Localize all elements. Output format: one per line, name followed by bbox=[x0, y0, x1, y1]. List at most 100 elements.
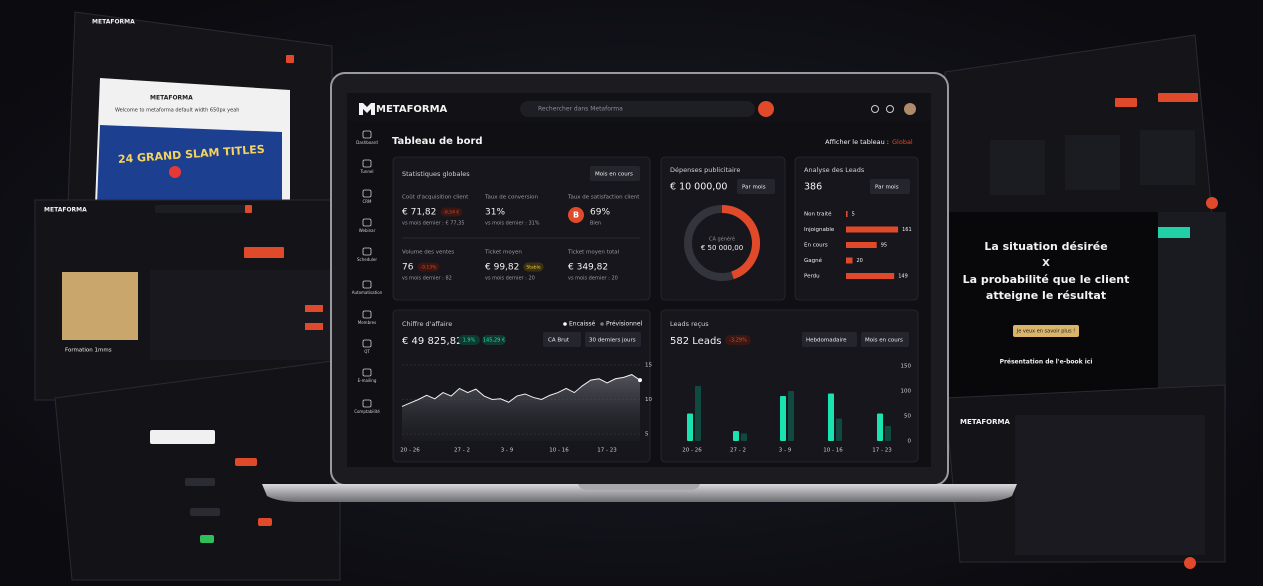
revenue-value: € 49 825,82 bbox=[402, 336, 462, 347]
nav-label[interactable]: Dashboard bbox=[356, 140, 378, 145]
dropdown[interactable] bbox=[585, 332, 641, 347]
badge bbox=[440, 207, 463, 217]
lead-status: Injoignable bbox=[804, 227, 835, 233]
builder-tab[interactable] bbox=[1158, 227, 1190, 238]
stat-compare: vs mois dernier : 20 bbox=[485, 276, 535, 282]
card-title: Analyse des Leads bbox=[804, 166, 865, 174]
legend-label[interactable]: Encaissé bbox=[569, 321, 595, 328]
lead-count: 149 bbox=[898, 274, 908, 280]
add-button[interactable] bbox=[286, 55, 294, 63]
nav-icon[interactable] bbox=[362, 218, 372, 227]
button[interactable] bbox=[305, 305, 323, 312]
dropdown[interactable] bbox=[737, 179, 775, 194]
button[interactable] bbox=[1115, 98, 1137, 107]
language-icon[interactable] bbox=[886, 105, 894, 113]
nav-icon[interactable] bbox=[362, 247, 372, 256]
nav-label[interactable]: Automatisation bbox=[352, 290, 383, 295]
x-tick-label: 27 - 2 bbox=[730, 448, 746, 454]
view-value[interactable]: Global bbox=[892, 138, 913, 146]
dropdown-label[interactable]: 30 derniers jours bbox=[589, 338, 636, 344]
nav-icon[interactable] bbox=[362, 368, 372, 377]
cta-button[interactable] bbox=[1013, 325, 1079, 337]
nav-label[interactable]: Scheduler bbox=[357, 257, 377, 262]
lead-bar bbox=[846, 273, 895, 279]
card bbox=[392, 156, 651, 301]
dropdown-label[interactable]: Hebdomadaire bbox=[806, 338, 847, 344]
nav-label[interactable]: QT bbox=[364, 349, 370, 354]
x-tick-label: 20 - 26 bbox=[682, 448, 702, 454]
dropdown[interactable] bbox=[543, 332, 581, 347]
lead-bar bbox=[741, 433, 747, 441]
nav-icon[interactable] bbox=[362, 310, 372, 319]
lead-bar bbox=[846, 242, 877, 248]
badge-label: -6,54 € bbox=[443, 210, 459, 216]
avatar[interactable] bbox=[904, 103, 916, 115]
y-tick-label: 5 bbox=[645, 432, 649, 438]
nav-icon[interactable] bbox=[362, 339, 372, 348]
x-tick-label: 27 - 2 bbox=[454, 448, 470, 454]
nav-label[interactable]: Membres bbox=[358, 320, 376, 325]
button[interactable] bbox=[1158, 93, 1198, 102]
lead-bar bbox=[877, 413, 883, 441]
lead-bar bbox=[780, 396, 786, 441]
lead-count: 5 bbox=[852, 212, 855, 218]
dropdown-label[interactable]: Mois en cours bbox=[595, 172, 633, 178]
dropdown-label[interactable]: Par mois bbox=[742, 185, 766, 191]
chat-button[interactable] bbox=[1206, 197, 1218, 209]
nav-label[interactable]: Comptabilité bbox=[354, 409, 380, 414]
lead-bar bbox=[687, 413, 693, 441]
dropdown-label[interactable]: CA Brut bbox=[548, 338, 570, 344]
notification-icon[interactable] bbox=[871, 105, 879, 113]
chat-button[interactable] bbox=[1184, 557, 1196, 569]
laptop-notch bbox=[578, 484, 700, 490]
stat-value: 69% bbox=[590, 208, 610, 218]
nav-icon[interactable] bbox=[362, 189, 372, 198]
stat-label: Taux de conversion bbox=[484, 195, 538, 201]
button[interactable] bbox=[244, 247, 284, 258]
play-button[interactable] bbox=[169, 166, 181, 178]
nav-icon[interactable] bbox=[362, 159, 372, 168]
funnel-headline: La situation désirée bbox=[984, 240, 1107, 253]
doc-brand: METAFORMA bbox=[150, 95, 193, 102]
nav-label[interactable]: Webinar bbox=[359, 228, 376, 233]
nav-icon[interactable] bbox=[362, 280, 372, 289]
button[interactable] bbox=[305, 323, 323, 330]
badge bbox=[482, 335, 506, 345]
brand: METAFORMA bbox=[44, 207, 87, 214]
search-placeholder[interactable]: Rechercher dans Metaforma bbox=[538, 106, 623, 113]
nav-icon[interactable] bbox=[362, 399, 372, 408]
stat-value: € 71,82 bbox=[402, 208, 436, 218]
add-button[interactable] bbox=[245, 205, 252, 213]
badge-label: 1.9% bbox=[463, 338, 476, 344]
nav-label[interactable]: CRM bbox=[362, 199, 372, 204]
y-tick-label: 150 bbox=[901, 364, 912, 370]
search-box[interactable] bbox=[520, 101, 755, 117]
nav-label[interactable]: Tunnel bbox=[359, 169, 373, 174]
dropdown[interactable] bbox=[870, 179, 910, 194]
dropdown[interactable] bbox=[861, 332, 909, 347]
y-tick-label: 15 bbox=[645, 362, 652, 368]
search[interactable] bbox=[155, 205, 250, 213]
flow-node bbox=[185, 478, 215, 486]
legend-label[interactable]: Prévisionnel bbox=[606, 321, 643, 328]
brand: METAFORMA bbox=[92, 19, 135, 26]
cta-label[interactable]: Je veux en savoir plus ! bbox=[1016, 329, 1075, 335]
dropdown[interactable] bbox=[590, 166, 640, 181]
dropdown[interactable] bbox=[802, 332, 857, 347]
stat-label: Volume des ventes bbox=[402, 250, 454, 256]
nav-label[interactable]: E-mailing bbox=[358, 378, 377, 383]
nav-icon[interactable] bbox=[362, 130, 372, 139]
card-title: Leads reçus bbox=[670, 320, 709, 328]
badge bbox=[417, 262, 440, 272]
stat-label: Ticket moyen total bbox=[567, 250, 620, 256]
card-title: Statistiques globales bbox=[402, 170, 470, 178]
add-button[interactable] bbox=[758, 101, 774, 117]
kanban-card bbox=[1140, 130, 1195, 185]
donut-label: CA généré bbox=[709, 236, 735, 243]
dropdown-label[interactable]: Par mois bbox=[875, 185, 899, 191]
view-label[interactable]: Afficher le tableau : bbox=[825, 138, 889, 146]
laptop-base bbox=[262, 484, 1017, 502]
dropdown-label[interactable]: Mois en cours bbox=[865, 338, 903, 344]
